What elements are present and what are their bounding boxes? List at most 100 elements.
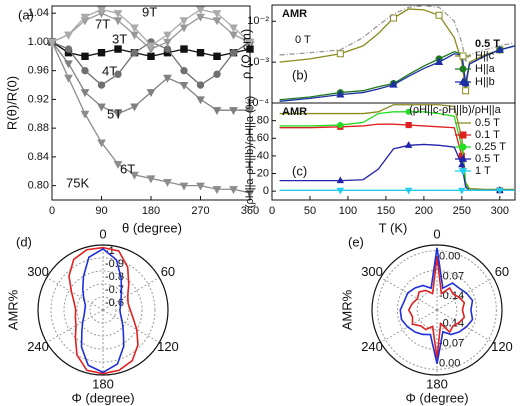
marker (97, 139, 106, 148)
marker (213, 70, 221, 78)
marker (163, 31, 172, 40)
plot-frame (271, 102, 516, 201)
annotation: 75K (66, 175, 89, 190)
marker (404, 141, 413, 148)
y-tick-label: 10⁻² (247, 15, 269, 27)
marker (163, 45, 172, 53)
marker (390, 14, 397, 22)
x-axis-label: T (K) (379, 220, 408, 235)
marker (336, 176, 345, 184)
theta-tick-label: 0 (433, 226, 440, 241)
marker (245, 189, 255, 198)
marker (229, 107, 238, 116)
x-tick-label: 150 (377, 205, 395, 217)
marker (47, 38, 57, 47)
y-tick-label: 20 (257, 167, 269, 179)
marker (496, 187, 504, 195)
legend-label: 1 T (475, 165, 491, 177)
panel-label: (e) (348, 234, 364, 249)
theta-tick-label: 60 (495, 264, 509, 279)
y-tick-label: 1.00 (28, 36, 49, 48)
series-line (80, 247, 125, 374)
r-tick-label: -0.14 (439, 290, 464, 302)
marker (462, 87, 470, 95)
x-axis-label: θ (degree) (122, 220, 182, 235)
spoke (102, 309, 160, 343)
marker (405, 121, 412, 129)
polar-rim (371, 244, 503, 376)
y-tick-label: 0.92 (28, 93, 49, 105)
y-tick-label: 40 (257, 150, 269, 162)
legend-label: 0.5 T (475, 153, 500, 165)
x-tick-label: 200 (415, 205, 433, 217)
marker (81, 67, 89, 75)
theta-tick-label: 120 (491, 339, 513, 354)
series-line (407, 256, 466, 359)
theta-axis-label: Φ (degree) (71, 390, 134, 405)
marker (113, 10, 123, 19)
x-tick-label: 360 (241, 205, 259, 217)
spoke (436, 309, 494, 343)
r-grid (377, 250, 497, 370)
theta-axis-label: Φ (degree) (405, 390, 468, 405)
series-line (68, 246, 139, 375)
legend-marker (458, 168, 468, 176)
marker (64, 45, 73, 53)
marker (97, 81, 106, 89)
theta-tick-label: 180 (92, 376, 114, 391)
marker (229, 49, 238, 57)
legend-marker (459, 52, 467, 60)
marker (146, 89, 156, 98)
spoke (380, 309, 438, 343)
marker (458, 187, 466, 195)
marker (97, 49, 106, 57)
series-line (51, 41, 251, 194)
marker (130, 49, 139, 57)
r-tick-label: 0.00 (439, 251, 460, 263)
legend-label: 0.25 T (475, 141, 506, 153)
marker (80, 110, 90, 119)
marker (495, 45, 504, 53)
marker (80, 89, 90, 98)
y-axis-label: ρ (Ω cm) (238, 29, 253, 79)
theta-tick-label: 300 (27, 264, 49, 279)
theta-tick-label: 120 (157, 339, 179, 354)
spoke (46, 309, 104, 343)
marker (80, 13, 90, 22)
series-label: 4T (102, 63, 117, 78)
theta-tick-label: 240 (361, 339, 383, 354)
formula: (ρH||c-ρH||b)/ρH||a (409, 104, 501, 116)
marker (114, 45, 122, 53)
x-tick-label: 0 (269, 205, 275, 217)
x-tick-label: 250 (453, 205, 471, 217)
series-label: 7T (95, 16, 110, 31)
x-tick-label: 0 (49, 205, 55, 217)
x-tick-label: 270 (191, 205, 209, 217)
x-tick-label: 300 (491, 205, 509, 217)
legend-label: 0.5 T (475, 117, 500, 129)
x-tick-label: 90 (95, 205, 107, 217)
spoke (102, 277, 160, 311)
marker (435, 11, 443, 19)
legend-title: 0.5 T (475, 38, 500, 50)
marker (212, 10, 222, 19)
y-axis-label: (ρH||a-ρH||b)/ρH||a (%) (244, 96, 256, 208)
marker (114, 70, 122, 78)
r-grid (416, 289, 458, 331)
y-tick-label: 10⁻⁴ (246, 97, 269, 109)
theta-tick-label: 240 (27, 339, 49, 354)
marker (212, 186, 222, 195)
marker (196, 49, 205, 57)
marker (64, 60, 73, 69)
marker (434, 57, 444, 66)
legend-marker (459, 131, 467, 139)
series-line (399, 247, 474, 364)
r-tick-label: 0.00 (439, 357, 460, 369)
y-tick-label: 0.96 (28, 65, 49, 77)
y-tick-label: 0 (263, 185, 269, 197)
series-label: 0 T (295, 34, 311, 46)
marker (405, 108, 412, 115)
marker (179, 17, 189, 26)
y-tick-label: 0.88 (28, 122, 49, 134)
r-grid (89, 296, 117, 324)
